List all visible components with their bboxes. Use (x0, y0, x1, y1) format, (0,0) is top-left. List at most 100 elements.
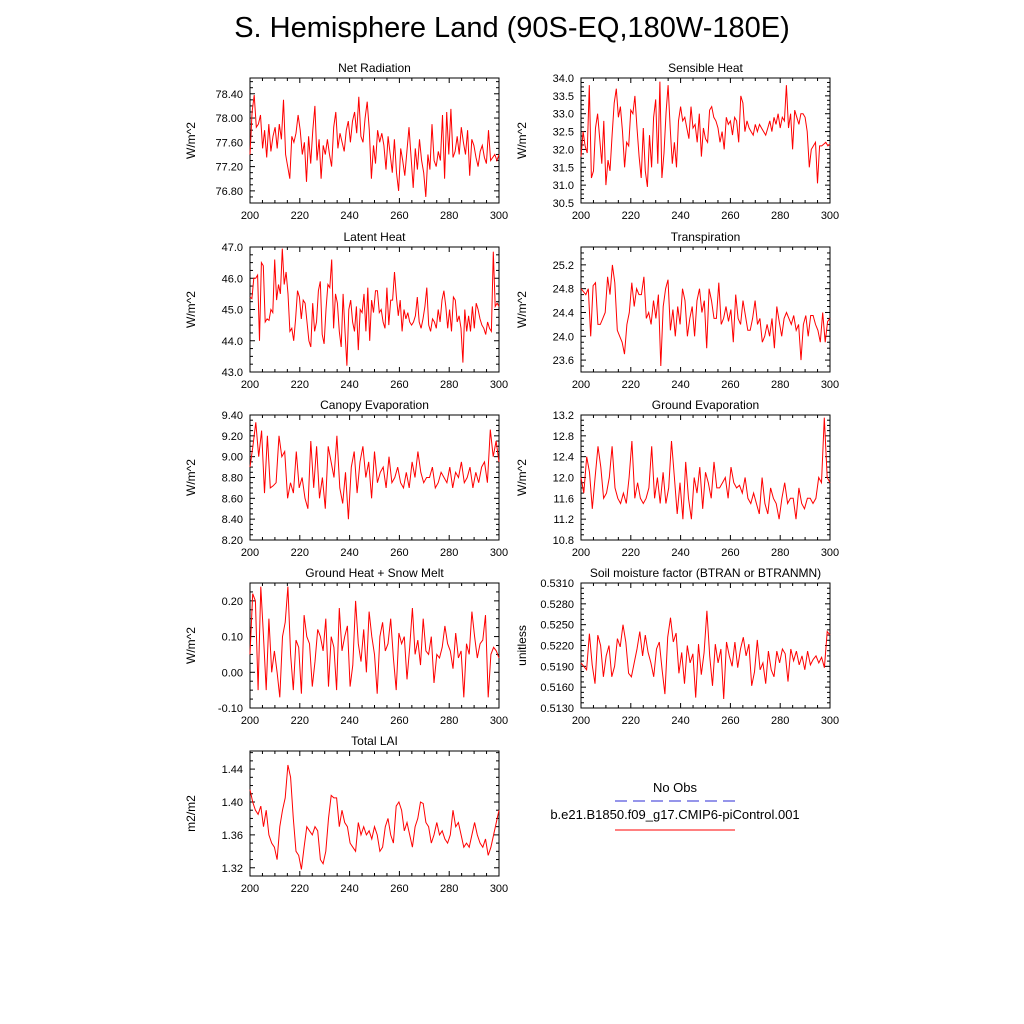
x-tick-label: 240 (671, 547, 689, 559)
x-tick-label: 220 (291, 883, 309, 895)
x-tick-label: 300 (490, 883, 508, 895)
panel-canopy-evaporation: Canopy Evaporation W/m^2 200 220 240 260 280 30… (184, 398, 508, 559)
x-tick-label: 300 (821, 547, 839, 559)
x-tick-label: 200 (241, 883, 259, 895)
y-tick-label: 24.4 (553, 307, 574, 319)
y-tick-label: 46.0 (222, 273, 243, 285)
x-tick-label: 240 (340, 883, 358, 895)
y-tick-label: 43.0 (222, 367, 243, 379)
plot-frame (249, 414, 500, 541)
panel-net-radiation: Net Radiation W/m^2 200 220 240 260 280 300 78.4… (184, 61, 508, 222)
x-tick-label: 280 (771, 547, 789, 559)
y-tick-label: 30.5 (553, 198, 574, 210)
y-tick-label: 0.5190 (540, 661, 574, 673)
x-tick-label: 220 (622, 379, 640, 391)
series-line (249, 248, 500, 366)
y-tick-label: 1.44 (222, 764, 243, 776)
x-tick-label: 200 (241, 379, 259, 391)
y-tick-label: 1.40 (222, 797, 243, 809)
x-tick-label: 300 (821, 379, 839, 391)
legend-model-label: b.e21.B1850.f09_g17.CMIP6-piControl.001 (550, 807, 799, 822)
y-axis-label: W/m^2 (184, 459, 198, 496)
x-tick-label: 300 (821, 210, 839, 222)
y-tick-label: 1.32 (222, 863, 243, 875)
y-axis-label: W/m^2 (515, 459, 529, 496)
x-tick-label: 240 (340, 379, 358, 391)
y-tick-label: 0.5220 (540, 641, 574, 653)
x-tick-label: 240 (671, 715, 689, 727)
y-tick-label: 1.36 (222, 830, 243, 842)
y-tick-label: 9.40 (222, 410, 243, 422)
y-tick-label: 24.8 (553, 284, 574, 296)
y-tick-label: 34.0 (553, 73, 574, 85)
panel-title: Latent Heat (343, 230, 406, 244)
x-tick-label: 200 (241, 715, 259, 727)
y-tick-label: 10.8 (553, 535, 574, 547)
y-tick-label: 33.5 (553, 91, 574, 103)
panel-sensible-heat: Sensible Heat W/m^2 200 220 240 260 280 300 34.0… (515, 61, 839, 222)
x-tick-label: 240 (340, 210, 358, 222)
x-tick-label: 220 (622, 715, 640, 727)
y-tick-label: 12.0 (553, 473, 574, 485)
x-tick-label: 200 (241, 547, 259, 559)
y-tick-label: 0.00 (222, 667, 243, 679)
x-tick-label: 280 (440, 379, 458, 391)
x-tick-label: 260 (390, 547, 408, 559)
x-tick-label: 280 (771, 210, 789, 222)
x-tick-label: 300 (490, 210, 508, 222)
plot-frame (249, 77, 500, 204)
y-tick-label: 9.00 (222, 452, 243, 464)
x-tick-label: 260 (390, 715, 408, 727)
panel-soil-moisture-factor-btran-or-btranmn: Soil moisture factor (BTRAN or BTRANMN) u… (515, 566, 839, 727)
y-tick-label: 76.80 (215, 186, 243, 198)
y-tick-label: 11.6 (553, 493, 574, 505)
y-tick-label: 0.10 (222, 632, 243, 644)
y-tick-label: 78.00 (215, 113, 243, 125)
panel-title: Net Radiation (338, 61, 411, 75)
plot-frame (580, 582, 831, 709)
series-line (249, 94, 500, 197)
x-tick-label: 300 (490, 547, 508, 559)
x-tick-label: 240 (340, 715, 358, 727)
y-tick-label: 11.2 (553, 514, 574, 526)
x-tick-label: 200 (241, 210, 259, 222)
x-tick-label: 280 (440, 547, 458, 559)
y-tick-label: 23.6 (553, 355, 574, 367)
y-axis-label: W/m^2 (184, 122, 198, 159)
panel-transpiration: Transpiration W/m^2 200 220 240 260 280 300 25.2… (515, 230, 839, 391)
x-tick-label: 260 (721, 715, 739, 727)
y-tick-label: 0.5280 (540, 599, 574, 611)
x-tick-label: 300 (490, 715, 508, 727)
x-tick-label: 300 (821, 715, 839, 727)
y-axis-label: m2/m2 (184, 795, 198, 832)
y-tick-label: 8.20 (222, 535, 243, 547)
x-tick-label: 280 (771, 379, 789, 391)
series-line (249, 422, 500, 520)
x-tick-label: 220 (622, 210, 640, 222)
x-tick-label: 200 (572, 715, 590, 727)
legend: No Obs b.e21.B1850.f09_g17.CMIP6-piContro… (550, 780, 800, 831)
y-tick-label: 33.0 (553, 109, 574, 121)
y-tick-label: 8.80 (222, 473, 243, 485)
y-tick-label: 13.2 (553, 410, 574, 422)
x-tick-label: 220 (291, 715, 309, 727)
y-tick-label: 44.0 (222, 336, 243, 348)
x-tick-label: 260 (721, 547, 739, 559)
panel-title: Canopy Evaporation (320, 398, 429, 412)
panel-title: Ground Evaporation (652, 398, 759, 412)
y-axis-label: W/m^2 (515, 291, 529, 328)
series-line (580, 610, 831, 700)
plot-frame (580, 246, 831, 373)
series-line (580, 81, 831, 187)
x-tick-label: 240 (671, 379, 689, 391)
y-tick-label: 0.5130 (540, 703, 574, 715)
y-axis-label: W/m^2 (184, 627, 198, 664)
y-tick-label: 24.0 (553, 331, 574, 343)
series-line (249, 586, 500, 698)
y-axis-label: W/m^2 (184, 291, 198, 328)
panel-ground-evaporation: Ground Evaporation W/m^2 200 220 240 260 280 30… (515, 398, 839, 559)
x-tick-label: 200 (572, 210, 590, 222)
y-tick-label: 8.60 (222, 493, 243, 505)
x-tick-label: 260 (721, 210, 739, 222)
